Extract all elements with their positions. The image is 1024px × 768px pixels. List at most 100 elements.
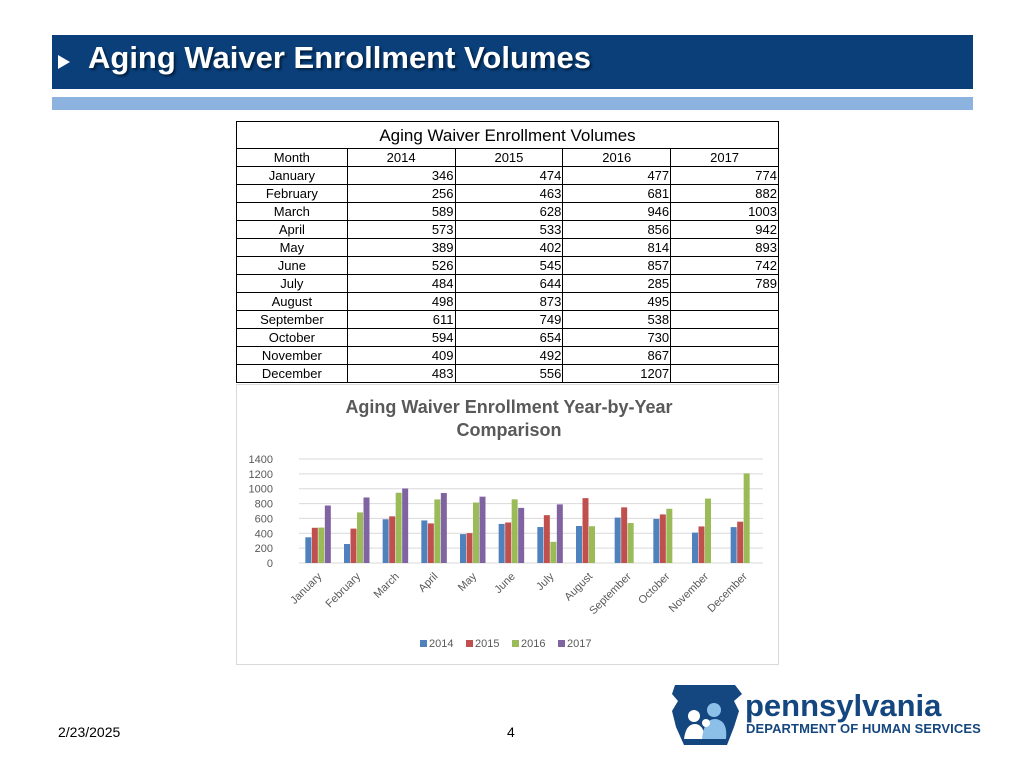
value-cell: 495 [562, 292, 672, 311]
value-cell: 814 [562, 238, 672, 257]
x-tick-label: December [705, 570, 750, 615]
y-tick-label: 1200 [249, 469, 273, 481]
bar [730, 527, 737, 563]
bar [421, 520, 428, 563]
bar [692, 532, 698, 563]
chart-title: Comparison [456, 420, 561, 440]
bar [382, 519, 389, 563]
bar [705, 498, 711, 563]
bar [363, 497, 370, 563]
value-cell: 594 [346, 328, 456, 347]
value-cell: 402 [454, 238, 564, 257]
value-cell [670, 310, 779, 329]
value-cell: 730 [562, 328, 672, 347]
month-cell: October [236, 328, 348, 347]
legend-swatch [512, 640, 519, 647]
x-tick-label: February [324, 570, 364, 610]
value-cell: 654 [454, 328, 564, 347]
bar [440, 493, 447, 563]
value-cell [670, 328, 779, 347]
title-underline-bar [52, 97, 973, 110]
bar [589, 526, 595, 563]
footer-date: 2/23/2025 [58, 724, 121, 740]
legend-swatch [420, 640, 427, 647]
chart-container: Aging Waiver Enrollment Year-by-Year Comp… [236, 384, 779, 665]
table-row: November 409 492 867 [236, 346, 779, 365]
value-cell: 681 [562, 184, 672, 203]
table-row: August 498 873 495 [236, 292, 779, 311]
value-cell: 893 [670, 238, 779, 257]
bar [350, 528, 357, 563]
bar [427, 523, 434, 563]
bar [505, 522, 512, 563]
value-cell: 474 [454, 166, 564, 185]
value-cell: 492 [454, 346, 564, 365]
value-cell: 409 [346, 346, 456, 365]
column-header: 2015 [454, 148, 564, 167]
y-tick-label: 1400 [249, 454, 273, 466]
legend-label: 2017 [567, 638, 591, 650]
bar [737, 521, 744, 563]
value-cell: 749 [454, 310, 564, 329]
bar [479, 496, 486, 563]
month-cell: December [236, 364, 348, 383]
month-cell: September [236, 310, 348, 329]
table-row: October 594 654 730 [236, 328, 779, 347]
title-bar [52, 35, 973, 89]
bar [743, 473, 750, 563]
bar [576, 526, 582, 563]
x-tick-label: June [492, 571, 517, 596]
logo-department: DEPARTMENT OF HUMAN SERVICES [746, 721, 981, 736]
table-row: February 256 463 681 882 [236, 184, 779, 203]
table-row: January 346 474 477 774 [236, 166, 779, 185]
page-number: 4 [507, 724, 515, 740]
table-row: July 484 644 285 789 [236, 274, 779, 293]
y-tick-label: 600 [255, 513, 273, 525]
value-cell [670, 292, 779, 311]
bar [582, 498, 589, 563]
legend-label: 2014 [429, 638, 453, 650]
legend-swatch [466, 640, 473, 647]
value-cell: 742 [670, 256, 779, 275]
value-cell: 628 [454, 202, 564, 221]
y-tick-label: 1000 [249, 484, 273, 496]
value-cell: 573 [346, 220, 456, 239]
value-cell: 942 [670, 220, 779, 239]
bar [498, 523, 505, 563]
y-tick-label: 0 [267, 558, 273, 570]
x-tick-label: May [456, 570, 480, 594]
month-cell: April [236, 220, 348, 239]
value-cell: 477 [562, 166, 672, 185]
month-cell: March [236, 202, 348, 221]
x-tick-label: October [636, 570, 672, 606]
bar [666, 508, 673, 563]
bar [395, 492, 402, 563]
value-cell: 589 [346, 202, 456, 221]
chart-title: Aging Waiver Enrollment Year-by-Year [345, 397, 672, 417]
bar [556, 504, 563, 563]
bar [511, 499, 518, 563]
value-cell: 946 [562, 202, 672, 221]
value-cell: 538 [562, 310, 672, 329]
value-cell: 545 [454, 256, 564, 275]
value-cell: 346 [346, 166, 456, 185]
x-tick-label: September [587, 570, 634, 617]
bar [311, 527, 318, 563]
bar [698, 526, 705, 563]
bar [537, 527, 544, 563]
bar [305, 537, 312, 563]
bar [473, 502, 479, 563]
month-cell: May [236, 238, 348, 257]
bar [466, 533, 473, 563]
table-row: June 526 545 857 742 [236, 256, 779, 275]
enrollment-table: Aging Waiver Enrollment Volumes Month 20… [236, 121, 779, 383]
bar [357, 512, 363, 563]
y-tick-label: 200 [255, 543, 273, 555]
value-cell: 533 [454, 220, 564, 239]
bar [614, 517, 621, 563]
x-tick-label: March [372, 571, 402, 601]
bar [550, 541, 557, 563]
bar [344, 543, 350, 563]
table-row: December 483 556 1207 [236, 364, 779, 383]
table-row: May 389 402 814 893 [236, 238, 779, 257]
